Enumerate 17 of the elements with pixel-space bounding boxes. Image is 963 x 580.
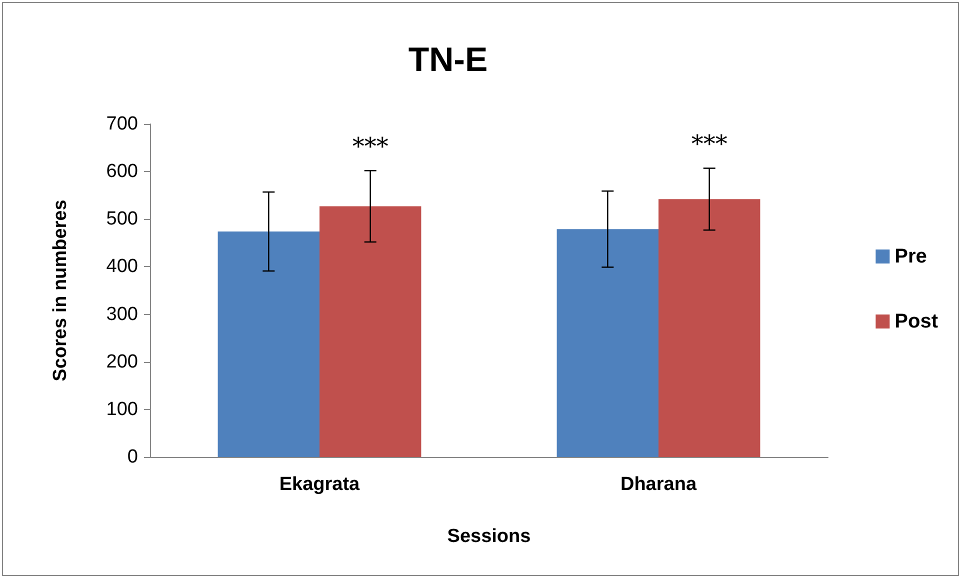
y-tick-label: 200 [106,351,138,372]
y-tick-label: 400 [106,256,138,278]
legend-label: Pre [894,246,927,268]
x-axis-title: Sessions [447,526,531,547]
x-tick-label: Dharana [620,474,697,495]
y-tick-label: 0 [127,446,138,468]
y-tick-label: 600 [106,161,138,182]
x-tick-label: Ekagrata [279,474,360,495]
chart-title: TN-E [408,41,488,79]
y-tick-label: 300 [106,304,138,325]
legend-label: Post [894,310,938,332]
y-tick-label: 100 [106,398,138,420]
annotation: *** [691,130,728,158]
y-tick-label: 500 [106,208,138,230]
y-axis-title: Scores in numberes [50,200,71,382]
annotation: *** [352,132,388,161]
y-tick-label: 700 [106,114,138,134]
